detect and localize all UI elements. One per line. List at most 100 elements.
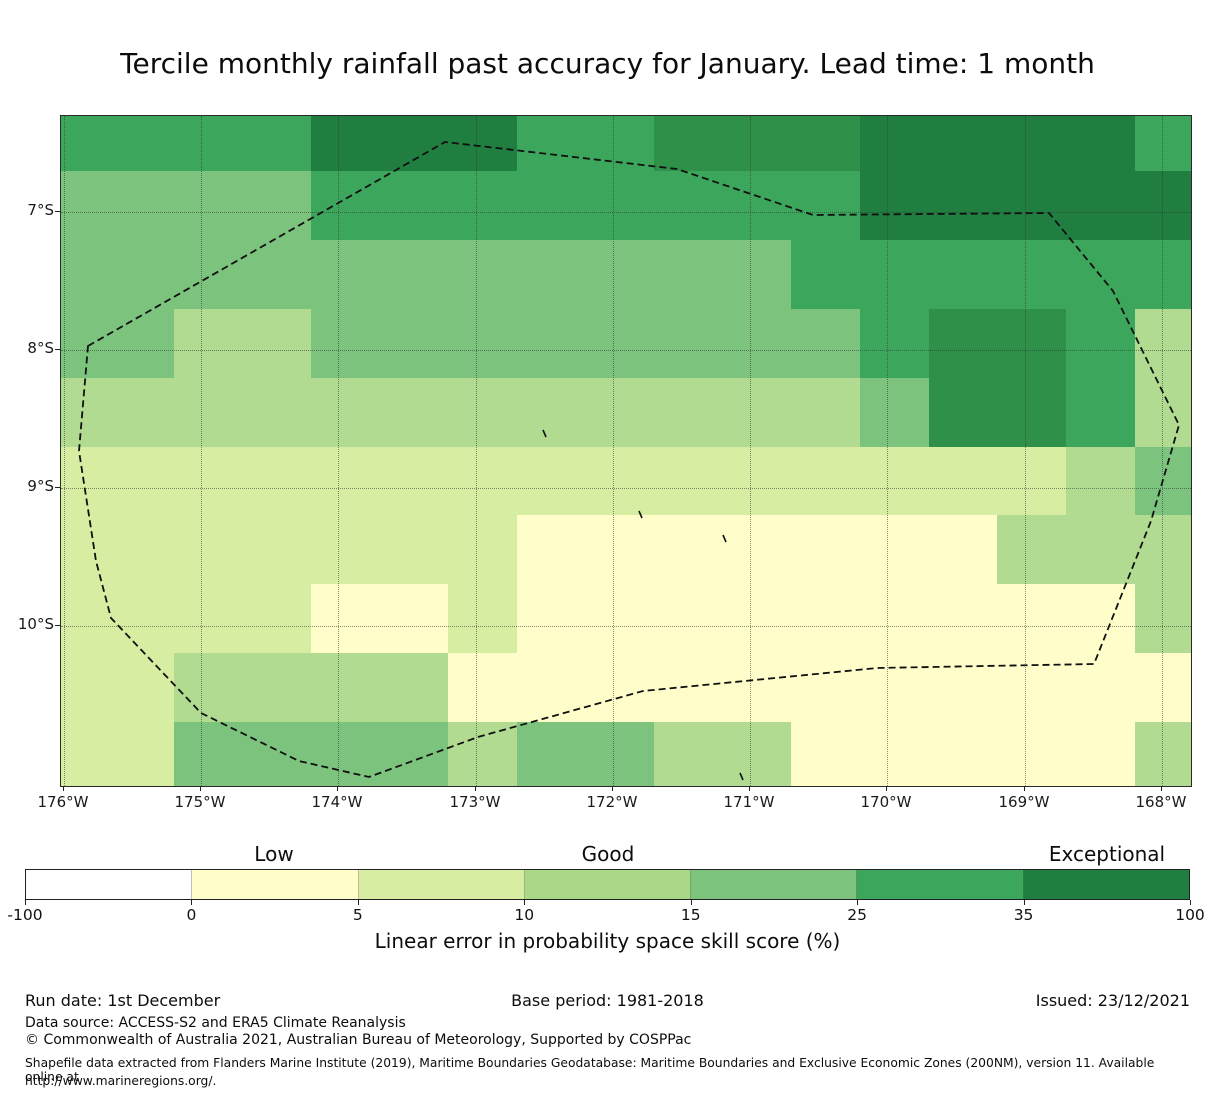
footer-copyright: © Commonwealth of Australia 2021, Austra… [25,1032,692,1048]
map-cell [585,116,654,171]
map-cell [448,515,517,584]
longitude-gridline [1025,116,1026,786]
map-cell [105,240,174,309]
map-cell [860,653,929,722]
colorbar-category-label: Exceptional [1048,842,1166,866]
latitude-tick-mark [55,487,60,488]
map-cell [242,171,311,240]
colorbar-tick-mark [1190,900,1191,905]
colorbar-segment [1023,870,1189,899]
page-title: Tercile monthly rainfall past accuracy f… [120,47,1095,80]
map-cell [723,116,791,171]
colorbar-segment [358,870,525,899]
rainfall-accuracy-map [60,115,1192,787]
map-cell [585,515,654,584]
latitude-tick-mark [55,625,60,626]
map-cell [723,309,791,378]
map-cell [61,722,105,786]
map-cell [1066,515,1135,584]
colorbar-tick-mark [857,900,859,905]
map-cell [654,309,723,378]
map-cell [174,653,242,722]
map-cell [174,116,242,171]
map-cell [997,378,1066,447]
colorbar-tick-mark [1023,900,1025,905]
map-cell [61,378,105,447]
longitude-tick-mark [1161,786,1162,791]
map-cell [311,653,380,722]
map-cell [723,171,791,240]
map-cell [929,240,997,309]
map-cell [311,722,380,786]
colorbar-tick-mark [25,900,26,905]
map-cell [105,309,174,378]
colorbar-segment [26,870,193,899]
map-cell [791,447,860,515]
map-cell [860,515,929,584]
map-cell [517,515,585,584]
map-cell [174,309,242,378]
map-cell [517,447,585,515]
map-cell [585,309,654,378]
map-cell [654,722,723,786]
map-cell [517,116,585,171]
map-cell [723,378,791,447]
map-cell [1135,584,1191,653]
map-cell [311,309,380,378]
map-cell [791,240,860,309]
longitude-tick-mark [475,786,476,791]
map-cell [311,515,380,584]
footer-issued: Issued: 23/12/2021 [1035,991,1190,1010]
map-cell [723,240,791,309]
colorbar-tick-label: -100 [7,906,43,924]
map-cell [654,653,723,722]
colorbar-segment [691,870,858,899]
map-cell [860,171,929,240]
map-cell [105,722,174,786]
map-cell [61,447,105,515]
map-cell [380,584,448,653]
map-cell [860,722,929,786]
longitude-tick-label: 172°W [586,793,638,811]
map-cell [997,722,1066,786]
map-cell [791,171,860,240]
map-cell [1135,378,1191,447]
map-cell [174,722,242,786]
map-cell [1066,240,1135,309]
map-cell [654,515,723,584]
map-cell [105,515,174,584]
map-cell [1066,653,1135,722]
longitude-tick-label: 176°W [37,793,89,811]
colorbar-tick-label: 10 [514,906,535,924]
colorbar-category-label: Good [581,842,635,866]
map-cell [61,584,105,653]
longitude-tick-mark [886,786,887,791]
map-cell [61,653,105,722]
colorbar-category-label: Low [254,842,294,866]
map-cell [860,447,929,515]
map-cell [585,653,654,722]
latitude-tick-mark [55,349,60,350]
map-cell [61,171,105,240]
footer-base-period: Base period: 1981-2018 [511,991,704,1010]
longitude-tick-mark [1024,786,1025,791]
map-cell [1135,653,1191,722]
map-cell [242,447,311,515]
longitude-gridline [64,116,65,786]
map-cell [448,722,517,786]
map-cell [242,116,311,171]
longitude-gridline [887,116,888,786]
colorbar-tick-label: 35 [1013,906,1034,924]
map-cell [448,378,517,447]
map-cell [61,515,105,584]
map-cell [1135,171,1191,240]
longitude-gridline [476,116,477,786]
latitude-tick-label: 7°S [27,201,54,219]
colorbar [25,869,1190,900]
map-cell [1135,116,1191,171]
map-cell [654,447,723,515]
longitude-tick-label: 173°W [449,793,501,811]
map-cell [242,309,311,378]
map-cell [242,653,311,722]
footer-shapefile-note: Shapefile data extracted from Flanders M… [25,1056,1155,1084]
